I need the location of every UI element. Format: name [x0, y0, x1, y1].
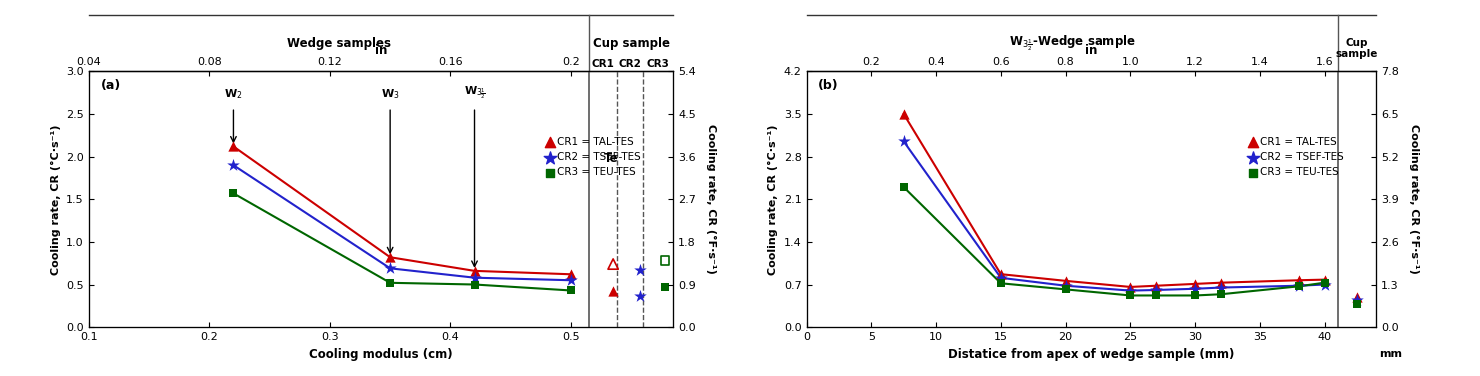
- Point: [222, 143, 246, 149]
- Text: Wedge samples: Wedge samples: [287, 37, 391, 50]
- Text: CR3: CR3: [647, 59, 670, 69]
- Point: [628, 267, 651, 273]
- Point: [379, 254, 403, 260]
- Point: [892, 111, 916, 117]
- Point: [628, 293, 651, 299]
- Point: [1209, 280, 1233, 286]
- Text: CR1: CR1: [592, 59, 614, 69]
- Point: [1345, 301, 1369, 307]
- Point: [1054, 283, 1077, 289]
- X-axis label: Distatice from apex of wedge sample (mm): Distatice from apex of wedge sample (mm): [949, 347, 1234, 361]
- Point: [1345, 297, 1369, 303]
- X-axis label: Cooling modulus (cm): Cooling modulus (cm): [309, 347, 453, 361]
- Text: W$_2$: W$_2$: [223, 88, 243, 101]
- Point: [1288, 277, 1311, 283]
- Text: CR2: CR2: [619, 59, 641, 69]
- Y-axis label: Cooling rate, CR (°F·s⁻¹): Cooling rate, CR (°F·s⁻¹): [1409, 124, 1419, 274]
- Point: [1288, 284, 1311, 290]
- Point: [1119, 293, 1143, 299]
- Point: [989, 280, 1012, 286]
- Point: [1313, 277, 1336, 283]
- Point: [222, 162, 246, 168]
- Point: [1054, 278, 1077, 284]
- Point: [463, 268, 487, 274]
- Point: [379, 265, 403, 271]
- Point: [1184, 293, 1208, 299]
- Point: [989, 271, 1012, 277]
- Point: [1144, 283, 1168, 289]
- Point: [1313, 282, 1336, 288]
- Y-axis label: Cooling rate, CR (°C·s⁻¹): Cooling rate, CR (°C·s⁻¹): [50, 124, 61, 274]
- Point: [1119, 284, 1143, 290]
- Legend: CR1 = TAL-TES, CR2 = TSEF-TES, CR3 = TEU-TES: CR1 = TAL-TES, CR2 = TSEF-TES, CR3 = TEU…: [1245, 133, 1348, 182]
- Point: [1119, 288, 1143, 294]
- Point: [1054, 287, 1077, 293]
- Point: [989, 275, 1012, 281]
- Point: [1209, 285, 1233, 291]
- Point: [379, 280, 403, 286]
- Point: [1313, 280, 1336, 286]
- Text: W$_{3\frac{1}{2}}$-Wedge sample: W$_{3\frac{1}{2}}$-Wedge sample: [1008, 34, 1135, 53]
- Point: [1144, 293, 1168, 299]
- Text: Cup sample: Cup sample: [592, 37, 670, 50]
- Point: [559, 277, 583, 283]
- Y-axis label: Cooling rate, CR (°F·s⁻¹): Cooling rate, CR (°F·s⁻¹): [706, 124, 716, 274]
- X-axis label: in: in: [374, 44, 388, 57]
- Legend: CR1 = TAL-TES, CR2 = TSEF-TES, CR3 = TEU-TES: CR1 = TAL-TES, CR2 = TSEF-TES, CR3 = TEU…: [542, 133, 645, 182]
- Point: [1209, 291, 1233, 297]
- Point: [559, 288, 583, 294]
- Point: [1184, 281, 1208, 287]
- Point: [1288, 283, 1311, 289]
- Point: [653, 284, 676, 290]
- Text: Cup
sample: Cup sample: [1336, 38, 1378, 59]
- Text: (a): (a): [101, 79, 121, 92]
- Y-axis label: Cooling rate, CR (°C·s⁻¹): Cooling rate, CR (°C·s⁻¹): [768, 124, 778, 274]
- Text: W$_{3\!\frac{1}{2}}$: W$_{3\!\frac{1}{2}}$: [463, 85, 485, 101]
- Point: [601, 261, 625, 267]
- Point: [1184, 286, 1208, 292]
- Point: [601, 288, 625, 294]
- Point: [892, 138, 916, 144]
- Point: [222, 190, 246, 196]
- Point: [559, 271, 583, 277]
- Text: Te: Te: [604, 152, 619, 165]
- Point: [463, 282, 487, 288]
- Point: [1144, 287, 1168, 293]
- Point: [653, 258, 676, 264]
- Text: W$_3$: W$_3$: [380, 88, 400, 101]
- X-axis label: in: in: [1085, 44, 1098, 57]
- Point: [1345, 294, 1369, 300]
- Point: [892, 184, 916, 190]
- Point: [463, 275, 487, 281]
- Text: mm: mm: [1379, 349, 1402, 359]
- Text: (b): (b): [818, 79, 839, 92]
